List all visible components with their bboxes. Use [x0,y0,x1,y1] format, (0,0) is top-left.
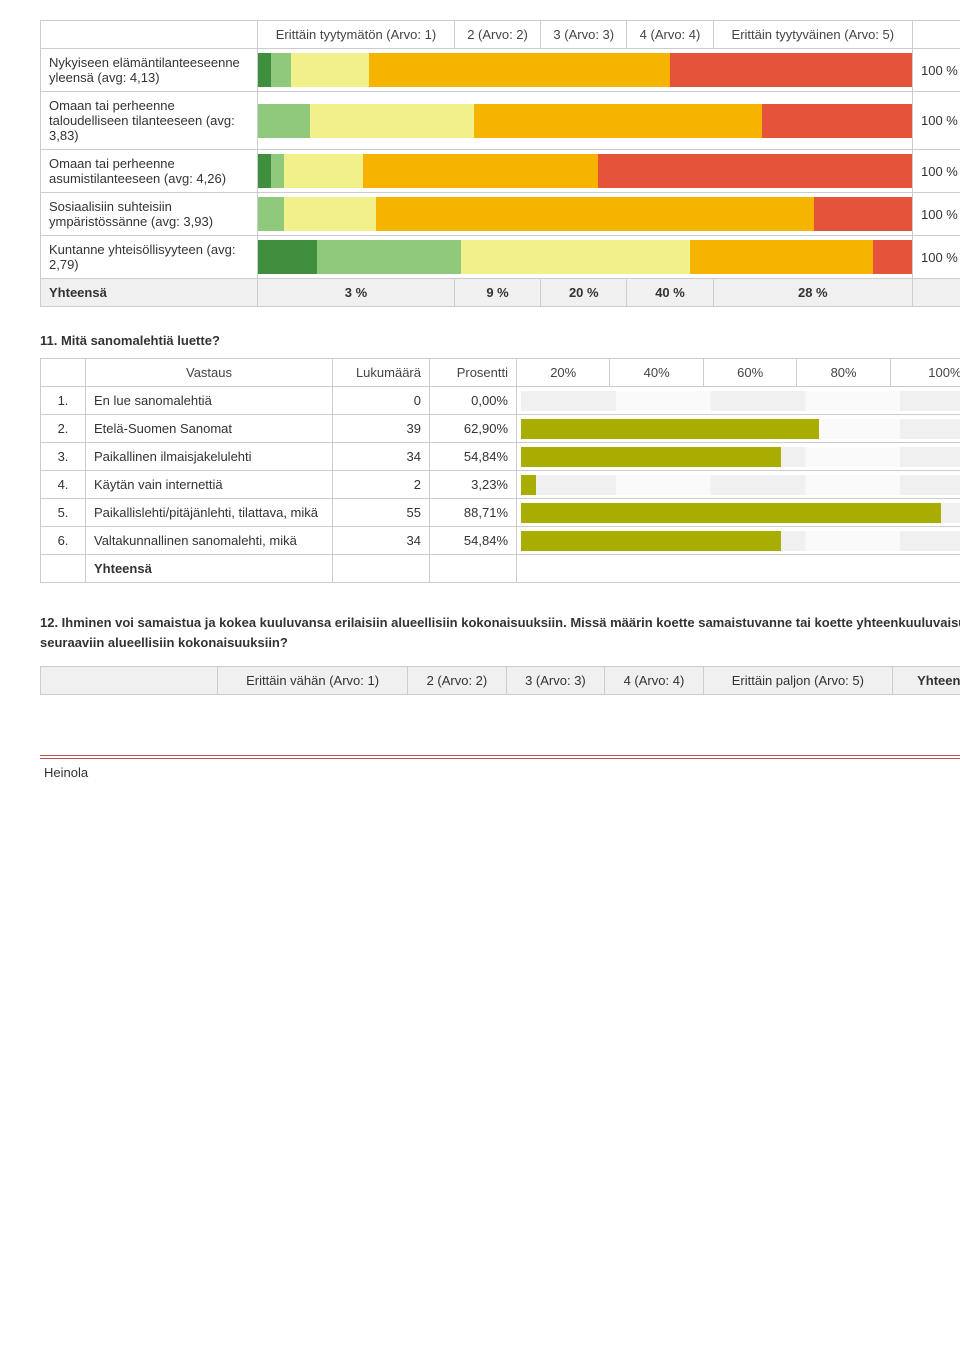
q11-row-count: 34 [333,443,430,471]
q11-row-count: 2 [333,471,430,499]
q12-h-3: 3 (Arvo: 3) [506,667,605,695]
q12-title: 12. Ihminen voi samaistua ja kokea kuulu… [40,613,960,652]
stacked-bar [258,236,913,279]
t1-row-label: Omaan tai perheenne taloudelliseen tilan… [41,92,258,150]
q11-row-pct: 0,00% [430,387,517,415]
q11-h-80: 80% [797,359,890,387]
q11-h-40: 40% [610,359,703,387]
newspaper-table: Vastaus Lukumäärä Prosentti 20% 40% 60% … [40,358,960,583]
q11-row-bar [517,471,960,499]
t1-total-5: 28 % [713,279,912,307]
stacked-bar [258,92,913,150]
q11-h-20: 20% [517,359,610,387]
q11-row-label: En lue sanomalehtiä [86,387,333,415]
q11-row-pct: 88,71% [430,499,517,527]
q12-h-4: 4 (Arvo: 4) [605,667,704,695]
t1-head-4: 4 (Arvo: 4) [627,21,713,49]
q12-h-6: Yhteensä [893,667,960,695]
q11-h-vastaus: Vastaus [86,359,333,387]
q11-row-num: 2. [41,415,86,443]
q11-row-count: 34 [333,527,430,555]
q11-row-label: Käytän vain internettiä [86,471,333,499]
q11-h-100: 100% [890,359,960,387]
q11-row-label: Etelä-Suomen Sanomat [86,415,333,443]
t1-row-total: 100 % [913,49,960,92]
t1-total-2: 9 % [454,279,540,307]
q11-h-60: 60% [703,359,796,387]
t1-row-label: Sosiaalisiin suhteisiin ympäristössänne … [41,193,258,236]
q11-row-bar [517,415,960,443]
stacked-bar [258,193,913,236]
q11-row-bar [517,527,960,555]
q11-row-bar [517,499,960,527]
t1-head-3: 3 (Arvo: 3) [541,21,627,49]
q11-title: 11. Mitä sanomalehtiä luette? [40,333,960,348]
t1-head-5: Erittäin tyytyväinen (Arvo: 5) [713,21,912,49]
page-footer: Heinola Sivu 4 [40,755,960,780]
t1-head-1: Erittäin tyytymätön (Arvo: 1) [258,21,455,49]
t1-row-label: Omaan tai perheenne asumistilanteeseen (… [41,150,258,193]
q11-row-pct: 62,90% [430,415,517,443]
q11-total-label: Yhteensä [86,555,333,583]
t1-row-total: 100 % [913,92,960,150]
q11-row-pct: 3,23% [430,471,517,499]
q11-row-pct: 54,84% [430,443,517,471]
t1-row-label: Nykyiseen elämäntilanteeseenne yleensä (… [41,49,258,92]
q11-row-label: Paikallinen ilmaisjakelulehti [86,443,333,471]
q11-row-num: 5. [41,499,86,527]
q11-row-count: 39 [333,415,430,443]
q11-row-num: 6. [41,527,86,555]
satisfaction-table: Erittäin tyytymätön (Arvo: 1) 2 (Arvo: 2… [40,20,960,307]
t1-total-3: 20 % [541,279,627,307]
q11-row-label: Paikallislehti/pitäjänlehti, tilattava, … [86,499,333,527]
t1-head-2: 2 (Arvo: 2) [454,21,540,49]
stacked-bar [258,150,913,193]
q12-h-2: 2 (Arvo: 2) [408,667,507,695]
q11-row-count: 55 [333,499,430,527]
t1-row-total: 100 % [913,193,960,236]
q12-h-5: Erittäin paljon (Arvo: 5) [703,667,892,695]
page: Erittäin tyytymätön (Arvo: 1) 2 (Arvo: 2… [0,0,960,800]
t1-total-1: 3 % [258,279,455,307]
q11-row-bar [517,443,960,471]
q11-row-count: 0 [333,387,430,415]
t1-row-total: 100 % [913,150,960,193]
q11-h-lk: Lukumäärä [333,359,430,387]
footer-left: Heinola [44,765,88,780]
q11-row-label: Valtakunnallinen sanomalehti, mikä [86,527,333,555]
identification-table-header: Erittäin vähän (Arvo: 1) 2 (Arvo: 2) 3 (… [40,666,960,695]
t1-row-label: Kuntanne yhteisöllisyyteen (avg: 2,79) [41,236,258,279]
q11-row-num: 4. [41,471,86,499]
q11-row-bar [517,387,960,415]
q11-h-pr: Prosentti [430,359,517,387]
q12-h-1: Erittäin vähän (Arvo: 1) [218,667,408,695]
t1-total-label: Yhteensä [41,279,258,307]
t1-total-4: 40 % [627,279,713,307]
q11-row-num: 3. [41,443,86,471]
t1-row-total: 100 % [913,236,960,279]
q11-row-pct: 54,84% [430,527,517,555]
stacked-bar [258,49,913,92]
q11-row-num: 1. [41,387,86,415]
